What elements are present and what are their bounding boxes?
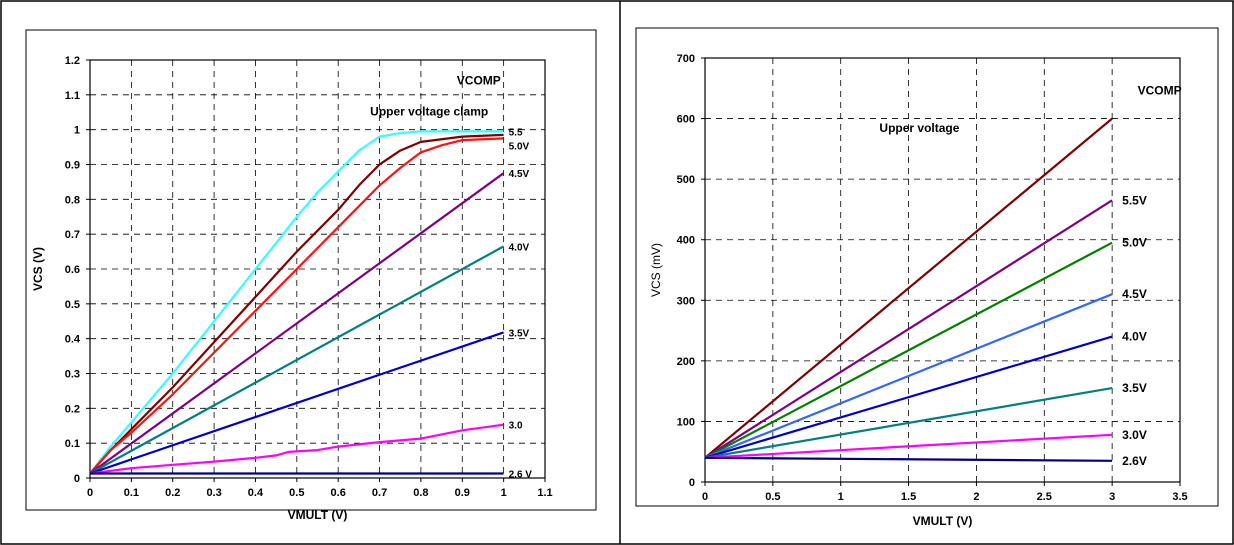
annotation: Upper voltage bbox=[879, 121, 959, 135]
y-tick-label: 0.4 bbox=[65, 334, 81, 346]
series-label: 5.0V bbox=[509, 141, 530, 152]
y-tick-label: 0.8 bbox=[65, 194, 80, 206]
x-tick-label: 0.3 bbox=[206, 487, 221, 499]
series-line bbox=[89, 423, 504, 475]
x-tick-label: 2 bbox=[973, 491, 979, 503]
plot-frame bbox=[704, 57, 1181, 483]
y-tick-label: 100 bbox=[677, 416, 695, 428]
x-tick-label: 0.7 bbox=[372, 487, 387, 499]
y-tick-label: 0.1 bbox=[65, 438, 80, 450]
series-line bbox=[704, 433, 1113, 459]
y-tick-label: 0 bbox=[74, 473, 80, 485]
y-tick-label: 400 bbox=[677, 235, 695, 247]
y-tick-label: 300 bbox=[677, 295, 695, 307]
y-tick-label: 1 bbox=[74, 125, 80, 137]
x-tick-label: 0.1 bbox=[124, 487, 139, 499]
x-tick-label: 1.5 bbox=[901, 491, 916, 503]
series-line bbox=[89, 137, 504, 475]
series-line bbox=[704, 456, 1113, 462]
series-line bbox=[89, 331, 504, 475]
x-axis-title: VMULT (V) bbox=[288, 508, 348, 522]
series-label: 2.6V bbox=[1122, 454, 1147, 468]
chart-vcs-v: 0 0.1 0.2 0.3 0.4 0.5 0.6 0.7 0.8 0.9 1 1.1 1.2 0 0.1 0… bbox=[31, 55, 553, 522]
series-line bbox=[704, 117, 1113, 459]
series-line bbox=[89, 245, 505, 475]
x-tick-label: 0.6 bbox=[331, 487, 346, 499]
series-label: 4.5V bbox=[1122, 287, 1147, 301]
y-axis-title: VCS (V) bbox=[31, 247, 45, 291]
series-line bbox=[704, 335, 1113, 459]
y-tick-label: 0.3 bbox=[65, 369, 80, 381]
x-tick-label: 1 bbox=[501, 487, 507, 499]
x-axis-title: VMULT (V) bbox=[913, 514, 973, 528]
x-tick-label: 0.9 bbox=[455, 487, 470, 499]
annotation: Upper voltage clamp bbox=[370, 105, 488, 119]
y-tick-label: 1.1 bbox=[65, 90, 80, 102]
right-chart-area bbox=[635, 27, 1219, 507]
series-label: 5.0V bbox=[1122, 236, 1147, 250]
series-line bbox=[89, 133, 504, 475]
annotation: VCOMP bbox=[457, 73, 501, 87]
x-tick-label: 3 bbox=[1109, 491, 1115, 503]
x-tick-label: 0 bbox=[702, 491, 708, 503]
series-label: 5.5V bbox=[1122, 193, 1147, 207]
y-tick-label: 500 bbox=[677, 174, 695, 186]
x-tick-label: 0.4 bbox=[248, 487, 264, 499]
series-line bbox=[704, 387, 1113, 459]
x-tick-label: 1.1 bbox=[537, 487, 552, 499]
series-label: 4.0V bbox=[509, 242, 530, 253]
x-tick-label: 1 bbox=[838, 491, 844, 503]
y-tick-label: 0.5 bbox=[65, 299, 80, 311]
y-tick-label: 0.9 bbox=[65, 160, 80, 172]
series-label: 4.0V bbox=[1122, 330, 1147, 344]
series-label: 5.5 bbox=[509, 127, 523, 138]
y-tick-label: 0.2 bbox=[65, 403, 80, 415]
chart-vcs-mv: 0 100 200 300 400 500 600 700 0 0.5 1 1.5 2 2.5 3 3.5 VM… bbox=[649, 53, 1188, 528]
x-tick-label: 2.5 bbox=[1037, 491, 1052, 503]
series-label: 3.5V bbox=[1122, 381, 1147, 395]
y-tick-label: 600 bbox=[677, 114, 695, 126]
x-tick-label: 0 bbox=[87, 487, 93, 499]
x-tick-label: 0.8 bbox=[413, 487, 428, 499]
series-line bbox=[704, 241, 1113, 459]
x-tick-label: 0.5 bbox=[765, 491, 780, 503]
y-tick-label: 0.7 bbox=[65, 229, 80, 241]
series-label: 2.6 V bbox=[509, 469, 533, 480]
x-tick-label: 0.2 bbox=[165, 487, 180, 499]
y-tick-label: 700 bbox=[677, 53, 695, 65]
series-label: 4.5V bbox=[509, 169, 530, 180]
series-line bbox=[89, 130, 504, 475]
x-tick-label: 0.5 bbox=[289, 487, 304, 499]
series-line bbox=[704, 199, 1113, 459]
annotation: VCOMP bbox=[1138, 83, 1182, 97]
series-line bbox=[704, 293, 1113, 459]
series-label: 3.0 bbox=[509, 421, 523, 432]
y-tick-label: 200 bbox=[677, 356, 695, 368]
y-tick-label: 1.2 bbox=[65, 55, 80, 67]
x-tick-label: 3.5 bbox=[1172, 491, 1187, 503]
y-tick-label: 0.6 bbox=[65, 264, 80, 276]
y-axis-title: VCS (mV) bbox=[649, 243, 663, 297]
series-label: 3.0V bbox=[1122, 428, 1147, 442]
y-tick-label: 0 bbox=[689, 477, 695, 489]
left-chart-area bbox=[25, 29, 597, 511]
series-line bbox=[89, 172, 505, 475]
series-label: 3.5V bbox=[509, 328, 530, 339]
